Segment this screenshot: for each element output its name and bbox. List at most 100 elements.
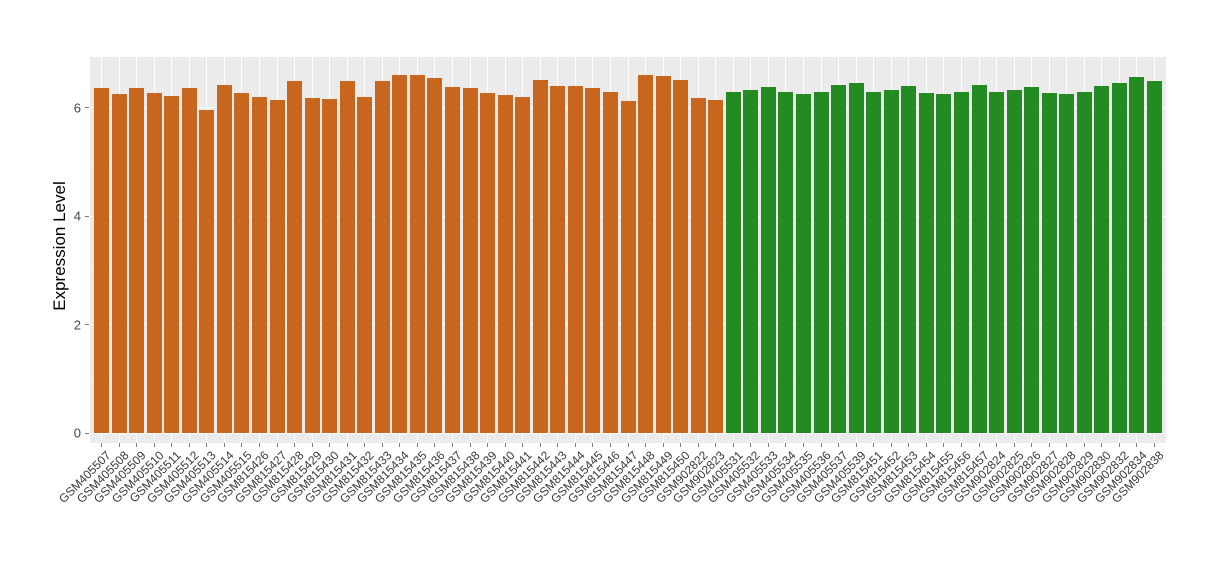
x-axis-tick <box>645 443 647 447</box>
bar-GSM815426 <box>251 97 267 433</box>
bar-GSM815444 <box>567 85 583 433</box>
bar-GSM405533 <box>760 86 776 433</box>
y-axis-tick <box>85 215 89 217</box>
bar-GSM405507 <box>94 87 109 433</box>
x-axis-tick <box>996 443 998 447</box>
y-axis-tick <box>85 324 89 326</box>
x-axis-tick <box>960 443 962 447</box>
bar-GSM902834 <box>1129 77 1145 433</box>
bar-GSM815427 <box>269 99 285 433</box>
bar-GSM815429 <box>304 97 320 433</box>
x-axis-tick <box>592 443 594 447</box>
bar-GSM405537 <box>831 85 847 433</box>
x-axis-tick <box>680 443 682 447</box>
bar-GSM405535 <box>796 94 811 433</box>
bar-GSM815449 <box>655 76 671 433</box>
bar-GSM815428 <box>287 80 303 433</box>
x-axis-tick <box>750 443 752 447</box>
bar-GSM815446 <box>602 91 618 433</box>
bar-GSM902829 <box>1076 92 1092 433</box>
x-axis-tick <box>820 443 822 447</box>
x-axis-tick <box>1083 443 1085 447</box>
bar-GSM405539 <box>848 82 864 433</box>
bar-GSM815434 <box>392 74 408 433</box>
bar-GSM405510 <box>146 92 162 433</box>
x-axis-tick <box>557 443 559 447</box>
bar-GSM405511 <box>164 95 180 433</box>
x-axis-tick <box>522 443 524 447</box>
bar-GSM815437 <box>445 86 460 433</box>
bar-GSM902822 <box>690 97 706 433</box>
x-axis-tick <box>101 443 102 447</box>
bar-GSM815452 <box>883 89 899 433</box>
x-axis-tick <box>609 443 611 447</box>
bar-GSM405532 <box>743 90 759 433</box>
x-axis-tick <box>1118 443 1120 447</box>
bar-GSM815445 <box>585 88 601 433</box>
x-axis-tick <box>785 443 787 447</box>
x-axis-tick <box>469 443 471 447</box>
bar-GSM902832 <box>1111 83 1127 433</box>
bar-GSM815453 <box>901 86 917 433</box>
x-axis-tick <box>978 443 980 447</box>
x-axis-tick <box>329 443 331 447</box>
y-tick-label: 6 <box>73 100 81 116</box>
x-axis-tick <box>1031 443 1033 447</box>
y-tick-label: 0 <box>73 425 81 441</box>
plot-panel <box>90 57 1166 443</box>
y-axis-title: Expression Level <box>50 181 69 311</box>
x-axis-tick <box>1066 443 1068 447</box>
x-axis-tick <box>732 443 734 447</box>
x-axis-tick <box>487 443 489 447</box>
x-axis-tick <box>873 443 875 447</box>
bar-GSM815431 <box>339 80 355 433</box>
x-axis-tick <box>838 443 840 447</box>
bar-GSM815454 <box>918 92 934 433</box>
x-axis-tick <box>223 443 225 447</box>
x-axis-tick <box>346 443 348 447</box>
y-tick-label: 2 <box>73 317 81 333</box>
x-axis-tick <box>767 443 769 447</box>
bar-GSM815433 <box>374 81 390 433</box>
bar-GSM902824 <box>989 91 1005 433</box>
bar-GSM815456 <box>953 92 969 433</box>
x-axis-tick <box>1154 443 1155 447</box>
x-axis-tick <box>118 443 120 447</box>
bar-GSM815442 <box>532 79 548 433</box>
y-axis-tick <box>85 107 89 109</box>
x-axis-tick <box>294 443 296 447</box>
bar-GSM815450 <box>673 79 689 433</box>
x-axis-tick <box>697 443 699 447</box>
bar-GSM815438 <box>462 88 478 433</box>
bar-GSM815455 <box>936 94 952 433</box>
x-axis-tick <box>136 443 138 447</box>
x-axis-tick <box>188 443 190 447</box>
x-axis-tick <box>399 443 401 447</box>
x-axis-tick <box>416 443 418 447</box>
x-axis-tick <box>241 443 243 447</box>
bar-GSM815435 <box>409 74 425 433</box>
bar-GSM405514 <box>216 85 232 433</box>
x-axis-tick <box>1013 443 1015 447</box>
x-axis-tick <box>504 443 506 447</box>
x-axis-tick <box>452 443 453 447</box>
bar-GSM902838 <box>1147 81 1162 433</box>
x-axis-tick <box>855 443 857 447</box>
x-axis-tick <box>364 443 366 447</box>
bar-GSM815443 <box>550 85 566 433</box>
x-axis-tick <box>434 443 436 447</box>
x-axis-tick <box>890 443 892 447</box>
x-axis-tick <box>1048 443 1050 447</box>
bar-GSM815447 <box>620 100 636 433</box>
x-axis-tick <box>153 443 155 447</box>
bar-GSM405513 <box>199 109 215 433</box>
bar-GSM405536 <box>813 91 829 433</box>
x-axis-tick <box>381 443 383 447</box>
bar-GSM815432 <box>357 97 373 433</box>
bar-GSM815457 <box>971 85 987 433</box>
bar-GSM902830 <box>1094 85 1110 433</box>
bar-GSM902823 <box>708 99 724 433</box>
bar-GSM815451 <box>866 91 882 433</box>
x-axis-tick <box>908 443 910 447</box>
